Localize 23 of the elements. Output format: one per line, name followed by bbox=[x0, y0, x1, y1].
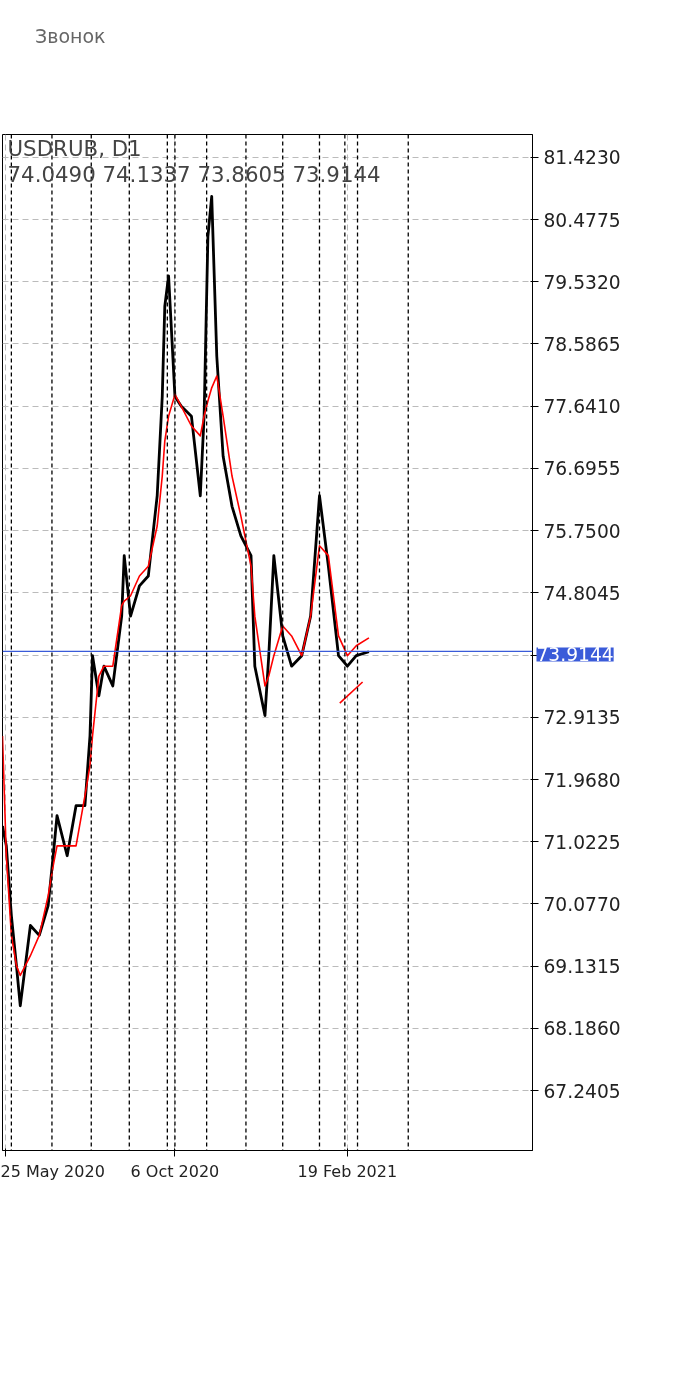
y-tick-label: 67.2405 bbox=[543, 1080, 621, 1102]
y-tick-label: 79.5320 bbox=[543, 271, 621, 293]
y-tick-label: 78.5865 bbox=[543, 333, 621, 355]
y-tick-label: 81.4230 bbox=[543, 147, 621, 169]
y-tick-label: 72.9135 bbox=[543, 707, 621, 729]
y-tick-label: 71.0225 bbox=[543, 831, 621, 853]
y-tick-label: 70.0770 bbox=[543, 893, 621, 915]
y-tick-label: 77.6410 bbox=[543, 396, 621, 418]
y-tick-label: 68.1860 bbox=[543, 1018, 621, 1040]
y-tick-label: 80.4775 bbox=[543, 209, 621, 231]
y-tick-label: 74.8045 bbox=[543, 582, 621, 604]
text: Звонок bbox=[35, 24, 106, 49]
y-tick-label: 76.6955 bbox=[543, 458, 621, 480]
chart-title: USDRUB, D1 bbox=[7, 135, 142, 161]
ref-line-label: 73.9144 bbox=[536, 644, 614, 666]
y-tick-label: 75.7500 bbox=[543, 520, 621, 542]
x-tick-label: 25 May 2020 bbox=[0, 1161, 105, 1181]
line-series bbox=[2, 375, 370, 977]
y-tick-label: 71.9680 bbox=[543, 769, 621, 791]
x-tick-label: 19 Feb 2021 bbox=[297, 1161, 398, 1181]
y-tick-label: 69.1315 bbox=[543, 956, 621, 978]
x-tick-label: 6 Oct 2020 bbox=[130, 1161, 220, 1181]
text: 74.0490 74.1337 73.8605 73.9144 bbox=[7, 161, 381, 187]
